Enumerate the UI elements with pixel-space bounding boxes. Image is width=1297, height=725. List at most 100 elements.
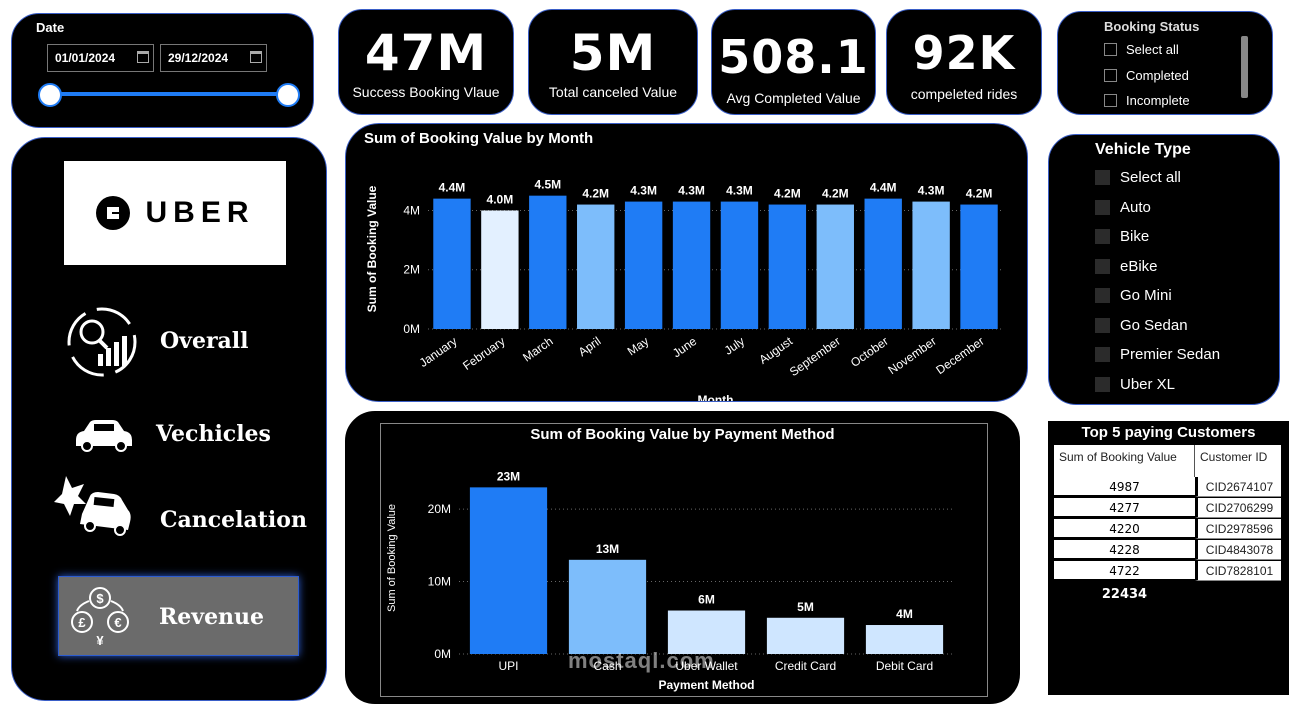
x-tick-label: November [885,334,938,377]
nav-item-overall[interactable]: Overall [52,301,302,381]
calendar-icon[interactable] [137,51,149,63]
date-slicer-title: Date [36,20,65,35]
kpi-card-completed-rides: 92K compeleted rides [886,9,1042,115]
option-label: Bike [1120,228,1150,245]
data-label: 4M [896,607,913,621]
vehicle-option-go-sedan[interactable]: Go Sedan [1095,317,1188,334]
y-tick-label: 0M [434,647,451,661]
cell-customer-id: CID7828101 [1195,561,1281,581]
navigation-panel: UBER Overall Vechicles Ca [11,137,327,701]
cell-booking-value: 4228 [1054,540,1195,560]
bar [912,201,950,329]
option-label: Select all [1126,42,1179,57]
checkbox[interactable] [1095,288,1110,303]
data-label: 4.2M [822,187,849,201]
checkbox[interactable] [1104,94,1117,107]
vehicle-type-title: Vehicle Type [1095,141,1191,158]
vehicle-option-select-all[interactable]: Select all [1095,169,1181,186]
bar [433,198,471,329]
x-tick-label: January [417,334,460,370]
vehicle-option-auto[interactable]: Auto [1095,199,1151,216]
kpi-value: 92K [912,26,1016,80]
bar [672,201,711,329]
booking-by-payment-plot: 0M 10M 20M 23M UPI 13M Cash 6M Uber Wallet 5M Cred… [386,469,954,692]
checkbox[interactable] [1095,318,1110,333]
booking-by-month-plot: 0M 2M 4M 4.4M January 4.0M February 4.5M March 4.… [365,178,1003,401]
checkbox[interactable] [1104,43,1117,56]
option-label: Go Mini [1120,287,1172,304]
status-option-completed[interactable]: Completed [1104,68,1189,83]
x-tick-label: Credit Card [775,659,836,673]
nav-label: Overall [160,328,249,354]
start-date-value: 01/01/2024 [55,51,116,65]
date-range-end-handle[interactable] [276,83,300,107]
currency-exchange-icon: $ £ € ¥ [71,587,129,647]
data-label: 5M [797,600,814,614]
data-label: 4.2M [966,187,993,201]
table-row: 4722 CID7828101 [1054,561,1281,581]
nav-item-vehicles[interactable]: Vechicles [52,394,302,474]
scrollbar[interactable] [1241,36,1248,98]
chart-frame [380,423,988,697]
bar [624,201,663,329]
column-header[interactable]: Customer ID [1200,450,1268,464]
cell-customer-id: CID2978596 [1195,519,1281,539]
vehicle-option-premier-sedan[interactable]: Premier Sedan [1095,346,1220,363]
kpi-card-success-booking: 47M Success Booking Vlaue [338,9,514,115]
start-date-input[interactable]: 01/01/2024 [47,44,154,72]
status-option-select-all[interactable]: Select all [1104,42,1179,57]
calendar-icon[interactable] [250,51,262,63]
date-range-track[interactable] [50,92,288,96]
end-date-input[interactable]: 29/12/2024 [160,44,267,72]
vehicle-option-go-mini[interactable]: Go Mini [1095,287,1172,304]
cell-booking-value: 4722 [1054,561,1195,581]
booking-by-month-chart: Sum of Booking Value by Month 0M 2M 4M 4.4M… [345,123,1028,402]
data-label: 4.4M [870,181,897,195]
x-tick-label: Debit Card [876,659,933,673]
checkbox[interactable] [1095,347,1110,362]
vehicle-type-slicer: Vehicle Type Select all Auto Bike eBike … [1048,134,1280,405]
nav-item-cancelation[interactable]: Cancelation [52,476,307,560]
checkbox[interactable] [1104,69,1117,82]
x-tick-label: June [670,334,700,361]
booking-status-title: Booking Status [1104,19,1200,34]
checkbox[interactable] [1095,259,1110,274]
x-axis-label: Payment Method [658,678,754,692]
data-label: 4.3M [678,184,705,198]
chart-title: Sum of Booking Value by Month [364,130,594,147]
bar [481,210,519,329]
checkbox[interactable] [1095,200,1110,215]
nav-item-revenue[interactable]: $ £ € ¥ Revenue [58,576,299,656]
data-label: 4.3M [726,184,753,198]
vehicle-option-uber-xl[interactable]: Uber XL [1095,376,1175,393]
option-label: Incomplete [1126,93,1190,108]
y-tick-label: 20M [428,502,451,516]
x-tick-label: May [625,334,652,358]
checkbox[interactable] [1095,377,1110,392]
x-tick-label: December [933,334,986,377]
column-header[interactable]: Sum of Booking Value [1054,445,1195,495]
bar [960,204,998,329]
cell-booking-value: 4277 [1054,498,1195,518]
vehicle-option-bike[interactable]: Bike [1095,228,1149,245]
nav-label: Cancelation [160,507,307,533]
checkbox[interactable] [1095,229,1110,244]
nav-label: Vechicles [156,421,271,447]
vehicle-option-ebike[interactable]: eBike [1095,258,1158,275]
top-customers-table: Top 5 paying Customers Sum of Booking Va… [1048,421,1289,695]
bar [667,610,746,654]
x-tick-label: Uber Wallet [675,659,738,673]
data-label: 4.3M [630,184,657,198]
end-date-value: 29/12/2024 [168,51,229,65]
status-option-incomplete[interactable]: Incomplete [1104,93,1190,108]
date-range-start-handle[interactable] [38,83,62,107]
kpi-card-total-canceled: 5M Total canceled Value [528,9,698,115]
nav-label: Revenue [159,604,265,630]
data-label: 4.2M [774,187,801,201]
cell-booking-value: 4220 [1054,519,1195,539]
chart-title: Sum of Booking Value by Payment Method [530,426,835,443]
bar [568,559,647,654]
checkbox[interactable] [1095,170,1110,185]
x-tick-label: February [460,334,507,373]
table-row: 4987 CID2674107 [1054,477,1281,497]
